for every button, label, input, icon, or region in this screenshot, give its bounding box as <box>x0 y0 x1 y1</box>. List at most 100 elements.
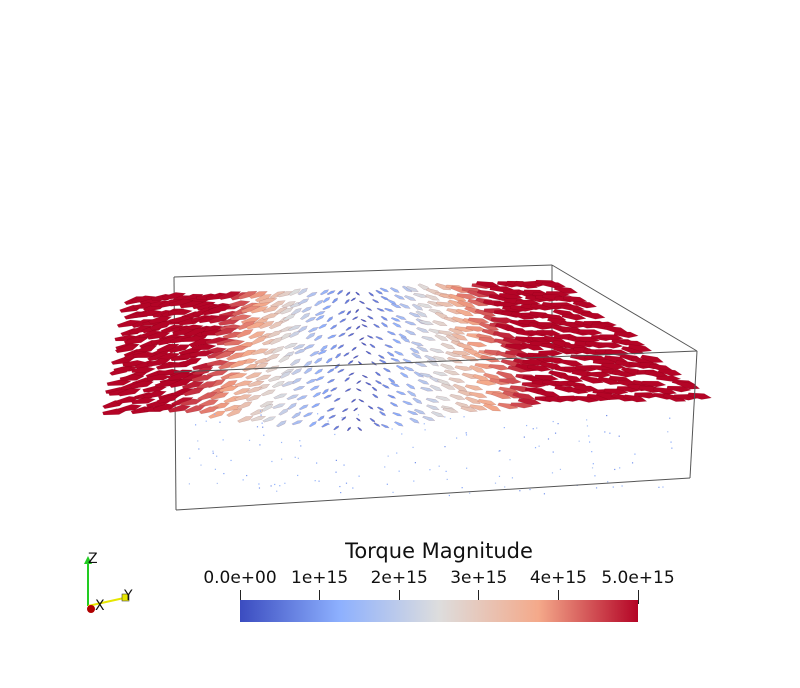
small-glyph <box>300 445 302 447</box>
torque-arrow-glyph <box>288 288 301 296</box>
small-glyph <box>258 487 261 489</box>
torque-arrow-glyph <box>329 324 338 330</box>
torque-arrow-glyph <box>322 305 332 311</box>
small-glyph <box>538 445 540 447</box>
torque-arrow-glyph <box>305 316 317 323</box>
small-glyph <box>297 474 299 477</box>
torque-arrow-glyph <box>346 426 351 432</box>
small-glyph <box>671 447 673 449</box>
torque-arrow-glyph <box>415 327 430 333</box>
torque-arrow-glyph <box>278 354 291 363</box>
torque-arrow-glyph <box>538 349 564 357</box>
torque-arrow-glyph <box>598 342 624 349</box>
small-glyph <box>262 426 264 428</box>
torque-arrow-glyph <box>435 301 455 308</box>
torque-arrow-glyph <box>248 291 268 299</box>
torque-arrow-glyph <box>419 372 434 378</box>
colorbar-tick-mark <box>239 590 241 604</box>
torque-arrow-glyph <box>627 344 653 353</box>
torque-arrow-glyph <box>214 327 237 337</box>
small-glyph <box>339 485 341 488</box>
torque-arrow-glyph <box>429 384 443 392</box>
colorbar-tick-label: 2e+15 <box>370 568 428 588</box>
torque-arrow-glyph <box>380 322 389 328</box>
torque-arrow-glyph <box>468 391 488 399</box>
torque-arrow-glyph <box>435 395 451 401</box>
small-glyph <box>357 414 360 416</box>
small-glyph <box>246 474 248 477</box>
torque-arrow-glyph <box>250 335 267 345</box>
torque-arrow-glyph <box>365 381 372 386</box>
torque-arrow-glyph <box>415 310 428 318</box>
small-glyph <box>316 462 318 464</box>
small-glyph <box>358 475 360 477</box>
torque-arrow-glyph <box>326 290 336 296</box>
torque-arrow-glyph <box>345 291 351 297</box>
small-glyph <box>294 456 296 458</box>
torque-arrow-glyph <box>262 416 277 423</box>
torque-arrow-glyph <box>291 420 304 426</box>
torque-arrow-glyph <box>326 378 336 384</box>
torque-arrow-glyph <box>341 407 349 413</box>
small-glyph <box>594 475 596 477</box>
small-glyph <box>256 426 259 428</box>
small-glyph <box>398 470 400 472</box>
torque-arrow-glyph <box>452 383 468 392</box>
torque-arrow-glyph <box>429 348 445 354</box>
torque-arrow-glyph <box>227 345 249 352</box>
torque-arrow-glyphs <box>102 279 713 497</box>
small-glyph <box>609 432 611 434</box>
small-glyph <box>449 417 452 420</box>
torque-arrow-glyph <box>301 306 313 313</box>
torque-arrow-glyph <box>315 376 325 382</box>
torque-arrow-glyph <box>286 394 300 401</box>
torque-arrow-glyph <box>369 343 376 349</box>
torque-arrow-glyph <box>347 332 355 337</box>
torque-arrow-glyph <box>408 312 422 318</box>
torque-arrow-glyph <box>455 308 474 317</box>
torque-arrow-glyph <box>392 338 402 344</box>
torque-arrow-glyph <box>422 415 436 421</box>
small-glyph <box>263 434 265 436</box>
torque-arrow-glyph <box>434 282 452 291</box>
torque-arrow-glyph <box>333 397 341 402</box>
torque-arrow-glyph <box>367 405 374 410</box>
torque-arrow-glyph <box>580 312 606 320</box>
small-glyph <box>662 486 664 488</box>
torque-arrow-glyph <box>214 351 235 360</box>
box-edge <box>689 350 698 479</box>
torque-arrow-glyph <box>109 366 133 376</box>
torque-arrow-glyph <box>456 293 478 300</box>
small-glyph <box>222 439 224 441</box>
torque-arrow-glyph <box>275 420 287 428</box>
torque-arrow-glyph <box>351 346 357 351</box>
torque-arrow-glyph <box>312 391 322 398</box>
small-glyph <box>299 440 301 442</box>
torque-arrow-glyph <box>313 334 323 342</box>
torque-arrow-glyph <box>431 320 448 326</box>
small-glyph <box>448 494 450 497</box>
small-glyph <box>328 423 330 425</box>
torque-arrow-glyph <box>306 291 318 298</box>
small-glyph <box>619 467 621 469</box>
torque-arrow-glyph <box>393 350 405 356</box>
small-glyph <box>465 432 467 434</box>
torque-arrow-glyph <box>425 397 440 403</box>
torque-arrow-glyph <box>389 287 400 293</box>
small-glyph <box>429 469 431 471</box>
torque-arrow-glyph <box>289 358 301 366</box>
small-glyph <box>504 486 506 488</box>
torque-arrow-glyph <box>358 398 365 403</box>
torque-arrow-glyph <box>178 357 203 367</box>
small-glyph <box>498 475 501 477</box>
torque-arrow-glyph <box>323 394 333 399</box>
torque-arrow-glyph <box>392 412 403 417</box>
small-glyph <box>461 487 463 489</box>
torque-arrow-glyph <box>142 385 168 393</box>
torque-arrow-glyph <box>641 380 667 388</box>
torque-arrow-glyph <box>223 339 246 346</box>
torque-arrow-glyph <box>329 344 338 350</box>
torque-arrow-glyph <box>337 344 345 349</box>
torque-arrow-glyph <box>288 330 301 338</box>
